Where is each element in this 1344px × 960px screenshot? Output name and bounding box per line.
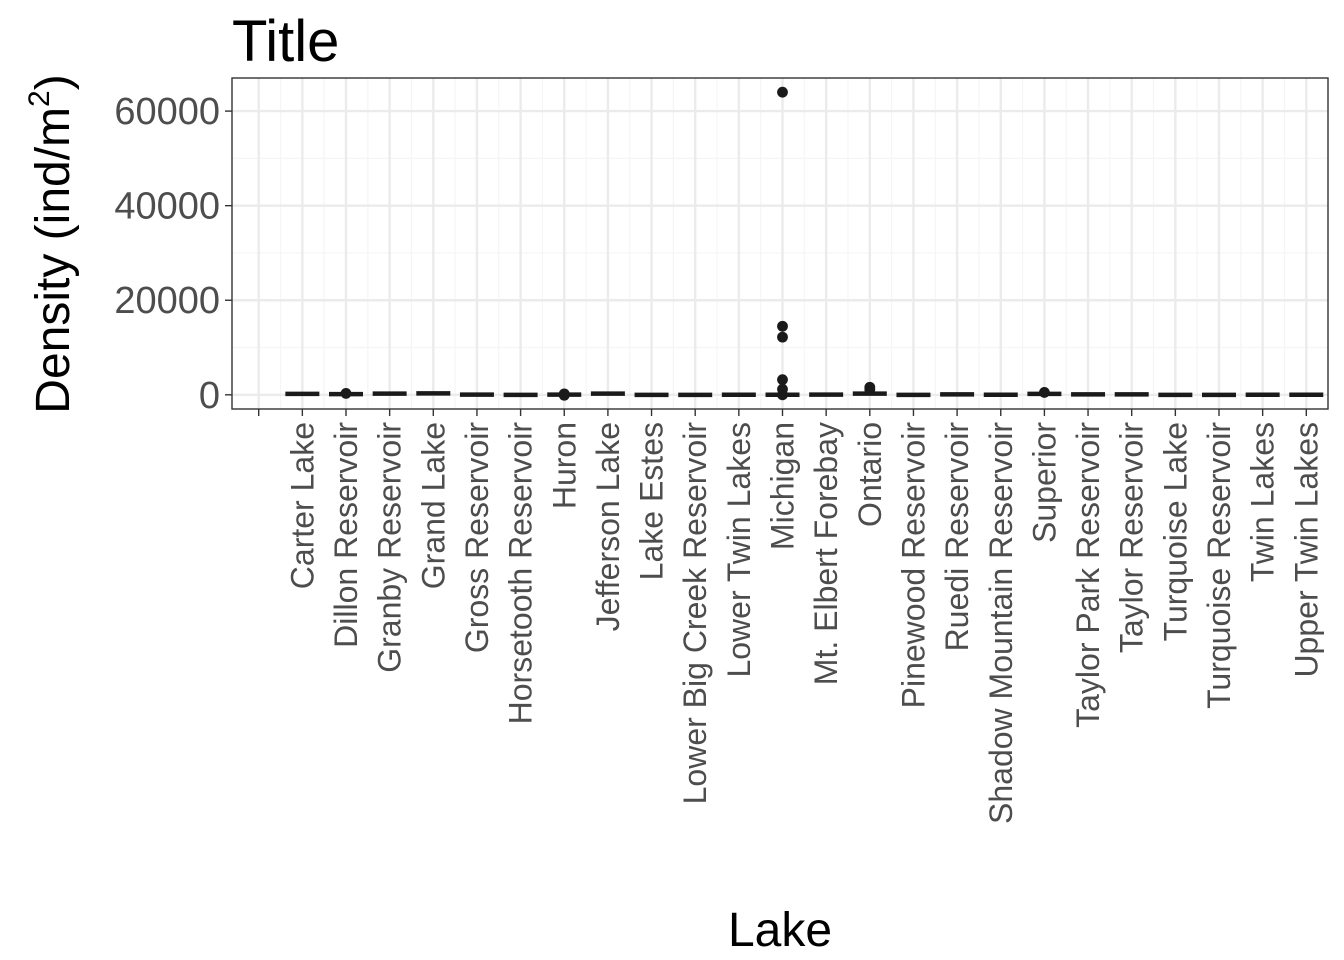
- x-tick-label: Superior: [1026, 422, 1062, 543]
- chart-title: Title: [232, 9, 339, 74]
- x-tick-label: Granby Reservoir: [372, 422, 408, 673]
- x-tick-label: Upper Twin Lakes: [1288, 422, 1324, 678]
- x-tick-label: Shadow Mountain Reservoir: [983, 422, 1019, 824]
- x-tick-label: Huron: [546, 422, 582, 509]
- y-axis-title-close: ): [27, 74, 80, 90]
- x-tick-label: Taylor Reservoir: [1114, 422, 1150, 654]
- y-axis-title-superscript: 2: [23, 90, 56, 107]
- x-tick-label: Horsetooth Reservoir: [503, 422, 539, 725]
- x-tick-label: Lower Big Creek Reservoir: [677, 422, 713, 805]
- x-axis-title: Lake: [728, 904, 832, 957]
- y-axis-title-unit: m: [27, 107, 80, 147]
- y-axis-title-text: Density (ind: [27, 160, 80, 413]
- x-tick-label: Gross Reservoir: [459, 422, 495, 654]
- y-tick-label: 20000: [114, 280, 220, 322]
- x-tick-label: Turquoise Lake: [1157, 422, 1193, 641]
- outlier-point: [1039, 387, 1050, 398]
- x-tick-label: Grand Lake: [415, 422, 451, 589]
- outlier-point: [558, 389, 570, 401]
- y-tick-label: 40000: [114, 186, 220, 228]
- x-tick-label: Pinewood Reservoir: [895, 422, 931, 709]
- x-tick-label: Lower Twin Lakes: [721, 422, 757, 678]
- x-tick-label: Ruedi Reservoir: [939, 422, 975, 652]
- outlier-point: [864, 384, 876, 396]
- outlier-point: [777, 320, 788, 332]
- x-tick-label: Jefferson Lake: [590, 422, 626, 631]
- data-marks: [285, 86, 1324, 401]
- x-tick-label: Twin Lakes: [1245, 422, 1281, 582]
- outlier-point: [777, 86, 788, 98]
- y-axis-ticks: 0 20000 40000 60000: [114, 91, 232, 417]
- y-tick-label: 60000: [114, 91, 220, 133]
- outlier-point: [777, 374, 788, 386]
- y-axis-title-slash: /: [27, 146, 80, 160]
- x-axis-ticks: Carter Lake Dillon Reservoir Granby Reserv…: [258, 409, 1324, 824]
- x-tick-label: Ontario: [852, 422, 888, 527]
- outlier-point: [777, 389, 788, 401]
- x-tick-label: Mt. Elbert Forebay: [808, 422, 844, 685]
- x-tick-label: Michigan: [765, 422, 801, 550]
- x-tick-label: Taylor Park Reservoir: [1070, 422, 1106, 728]
- x-tick-label: Dillon Reservoir: [328, 422, 364, 648]
- panel-border: [231, 77, 1329, 410]
- x-tick-label: Carter Lake: [284, 422, 320, 589]
- grid-lines: [232, 78, 1328, 409]
- outlier-point: [777, 331, 788, 343]
- x-tick-label: Lake Estes: [634, 422, 670, 580]
- outlier-point: [340, 387, 352, 399]
- x-tick-label: Turquoise Reservoir: [1201, 422, 1237, 709]
- y-tick-label: 0: [199, 375, 220, 417]
- y-axis-title: Density (ind/m2): [23, 74, 80, 413]
